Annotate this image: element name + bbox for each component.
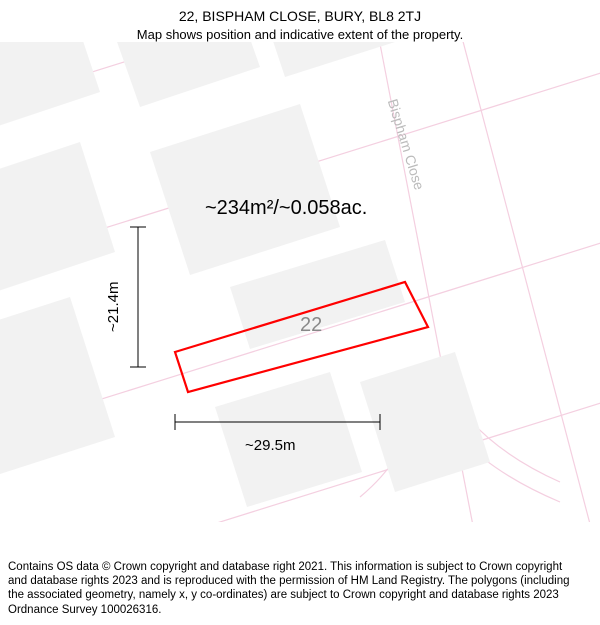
- page-subtitle: Map shows position and indicative extent…: [0, 27, 600, 43]
- horizontal-dim-label: ~29.5m: [245, 437, 295, 454]
- map-canvas: ~234m²/~0.058ac.22Bispham Close~21.4m~29…: [0, 42, 600, 522]
- copyright-footer: Contains OS data © Crown copyright and d…: [8, 560, 570, 618]
- house-number-label: 22: [300, 314, 322, 337]
- vertical-dim-label: ~21.4m: [105, 282, 122, 332]
- page-title: 22, BISPHAM CLOSE, BURY, BL8 2TJ: [0, 8, 600, 25]
- header: 22, BISPHAM CLOSE, BURY, BL8 2TJ Map sho…: [0, 0, 600, 42]
- area-size-label: ~234m²/~0.058ac.: [205, 197, 367, 220]
